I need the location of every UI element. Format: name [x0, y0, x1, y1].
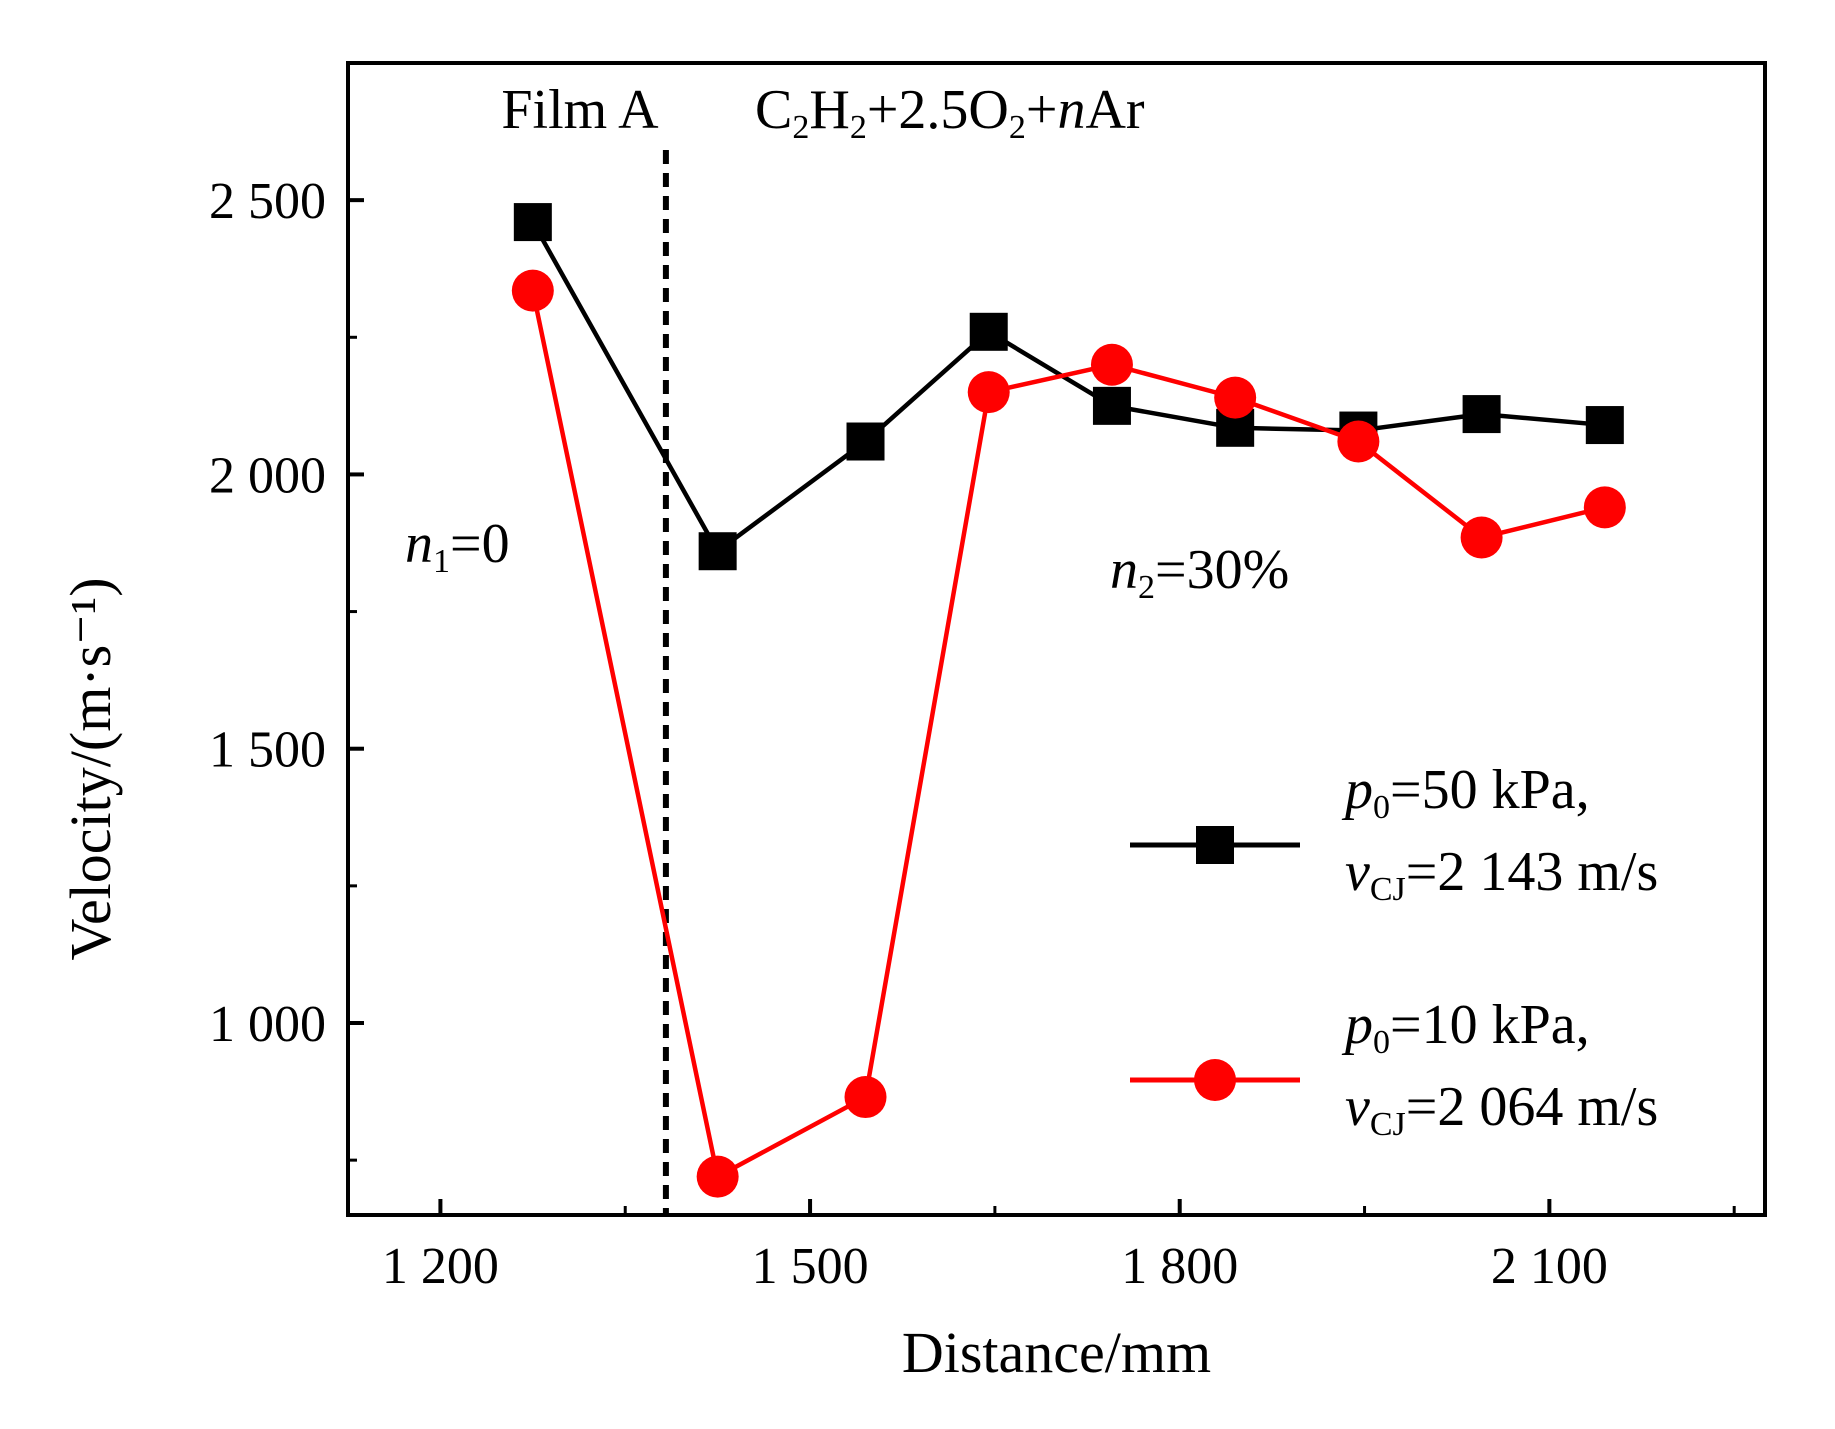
legend: p0=50 kPa, vCJ=2 143 m/s p0=10 kPa, vCJ=…: [1130, 759, 1658, 1143]
data-point-square: [1462, 395, 1501, 434]
mixture-c-sub: 2: [792, 109, 809, 146]
mixture-h: H: [809, 79, 849, 141]
plot-frame: [346, 61, 1767, 1217]
x-tick-label: 1 500: [752, 1238, 869, 1295]
series-50kpa: [513, 203, 1624, 571]
data-point-circle: [511, 269, 554, 312]
data-point-square: [513, 203, 552, 242]
minor-ticks: [348, 335, 1736, 1215]
data-point-square: [969, 312, 1008, 351]
n1-rest: =0: [450, 513, 510, 575]
n2-annotation: n2=30%: [1110, 539, 1289, 606]
mixture-h-sub: 2: [850, 109, 867, 146]
legend-marker-circle: [1194, 1059, 1236, 1101]
tick-labels: 1 200 1 500 1 800 2 100 1 000 1 500 2 000 2 500: [209, 173, 1608, 1295]
legend-text-50kpa-line1: p0=50 kPa,: [1341, 759, 1590, 826]
n2-rest: =30%: [1155, 539, 1289, 601]
x-tick-label: 1 200: [382, 1238, 499, 1295]
data-point-circle: [1090, 343, 1133, 386]
data-point-circle: [1460, 516, 1503, 559]
data-point-circle: [1337, 420, 1380, 463]
legend-marker-square: [1196, 826, 1234, 864]
data-point-square: [846, 422, 885, 461]
legend-entry-50kpa: p0=50 kPa, vCJ=2 143 m/s: [1130, 759, 1658, 908]
legend-text-10kpa-line1: p0=10 kPa,: [1341, 994, 1590, 1061]
major-ticks: [348, 198, 1552, 1215]
mixture-o-part: +2.5O: [867, 79, 1009, 141]
series-layer: [511, 203, 1626, 1198]
y-axis-label: Velocity/(m·s⁻¹): [58, 577, 123, 960]
data-point-square: [1585, 406, 1624, 445]
data-point-circle: [844, 1076, 887, 1119]
series-10kpa: [511, 269, 1626, 1198]
series-line: [530, 220, 1606, 554]
x-tick-label: 2 100: [1491, 1238, 1608, 1295]
data-point-circle: [967, 371, 1010, 414]
legend-entry-10kpa: p0=10 kPa, vCJ=2 064 m/s: [1130, 994, 1658, 1143]
data-point-circle: [696, 1155, 739, 1198]
y-tick-label: 1 000: [209, 996, 326, 1053]
n2-var: n: [1110, 539, 1138, 601]
data-point-circle: [1583, 486, 1626, 529]
mixture-c: C: [755, 79, 792, 141]
mixture-o-sub: 2: [1009, 109, 1026, 146]
y-tick-label: 1 500: [209, 722, 326, 779]
y-tick-label: 2 500: [209, 173, 326, 230]
legend-text-10kpa-line2: vCJ=2 064 m/s: [1345, 1076, 1658, 1143]
y-tick-label: 2 000: [209, 447, 326, 504]
n1-sub: 1: [433, 543, 450, 580]
mixture-ar: Ar: [1085, 79, 1144, 141]
mixture-formula-label: C2H2+2.5O2+nAr: [755, 79, 1145, 146]
film-a-label: Film A: [501, 79, 659, 141]
n2-sub: 2: [1138, 569, 1155, 606]
data-point-square: [1092, 386, 1131, 425]
data-point-circle: [1214, 376, 1257, 419]
x-axis-label: Distance/mm: [902, 1320, 1211, 1385]
mixture-plus: +: [1026, 79, 1058, 141]
x-tick-label: 1 800: [1121, 1238, 1238, 1295]
legend-text-50kpa-line2: vCJ=2 143 m/s: [1345, 841, 1658, 908]
data-point-square: [698, 532, 737, 571]
mixture-n: n: [1057, 79, 1085, 141]
n1-annotation: n1=0: [405, 513, 510, 580]
n1-var: n: [405, 513, 433, 575]
